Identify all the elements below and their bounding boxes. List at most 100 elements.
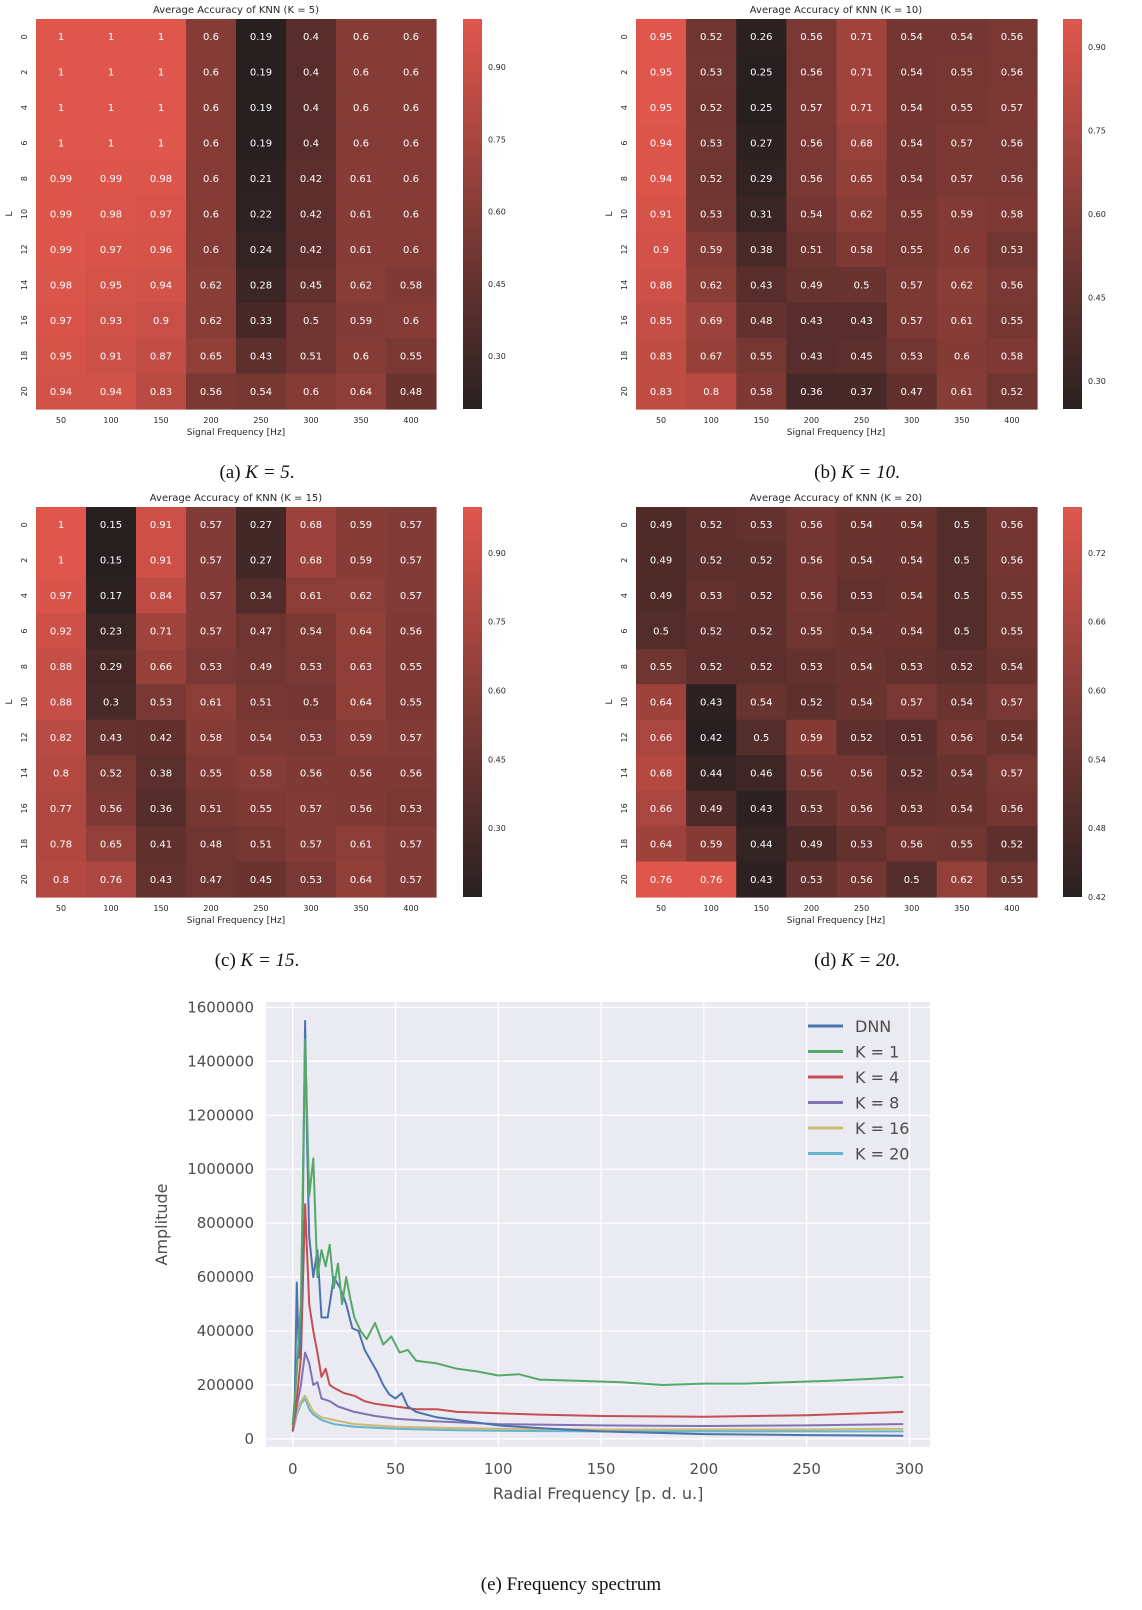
heatmap-cell <box>986 826 1038 863</box>
heatmap-cell <box>686 302 737 339</box>
cell-label: 0.53 <box>850 839 872 850</box>
x-tick-label: 400 <box>1004 904 1019 913</box>
y-tick-label: 20 <box>20 386 29 396</box>
heatmap-cell <box>336 196 387 233</box>
cell-label: 0.64 <box>350 875 372 886</box>
cell-label: 0.5 <box>954 520 970 531</box>
cell-label: 0.5 <box>303 316 319 327</box>
heatmap-cell <box>36 719 87 756</box>
cell-label: 0.55 <box>951 68 973 79</box>
cell-label: 0.61 <box>951 387 973 398</box>
heatmap-cell <box>836 54 888 91</box>
heatmap-cell <box>136 160 187 197</box>
heatmap-cell <box>186 19 237 56</box>
cell-label: 0.37 <box>850 387 872 398</box>
caption-suffix: . <box>295 950 300 971</box>
cell-label: 0.66 <box>150 662 172 673</box>
heatmap-cell <box>286 231 337 268</box>
heatmap-cell <box>886 19 938 56</box>
y-tick-label: 6 <box>620 629 629 634</box>
heatmap-cell <box>186 507 237 544</box>
colorbar-tick-label: 0.75 <box>1088 126 1106 135</box>
x-tick-label: 50 <box>56 416 66 425</box>
heatmap-cell <box>86 196 137 233</box>
cell-label: 0.99 <box>100 174 122 185</box>
heatmap-cell <box>986 54 1038 91</box>
y-tick-label: 6 <box>20 629 29 634</box>
heatmap-cell <box>636 267 687 304</box>
colorbar-tick-label: 0.60 <box>488 208 506 217</box>
heatmap-cell <box>836 302 888 339</box>
heatmap-cell <box>736 231 787 268</box>
cell-label: 0.57 <box>1001 103 1023 114</box>
x-tick-label: 350 <box>954 416 969 425</box>
heatmap-cell <box>836 719 888 756</box>
cell-label: 0.45 <box>850 351 872 362</box>
cell-label: 0.54 <box>901 32 923 43</box>
y-tick-label: 6 <box>20 141 29 146</box>
cell-label: 0.57 <box>1001 768 1023 779</box>
heatmap-cell <box>636 54 687 91</box>
heatmap-cell <box>286 861 337 898</box>
heatmap-cell <box>286 613 337 650</box>
heatmap-cell <box>686 719 737 756</box>
cell-label: 0.22 <box>250 210 272 221</box>
heatmap-cell <box>936 196 988 233</box>
colorbar-tick-label: 0.45 <box>1088 294 1106 303</box>
cell-label: 1 <box>158 32 164 43</box>
cell-label: 0.64 <box>650 839 672 850</box>
heatmap-cell <box>986 373 1038 410</box>
cell-label: 0.57 <box>300 839 322 850</box>
heatmap-cell <box>786 338 838 375</box>
cell-label: 0.62 <box>350 591 372 602</box>
heatmap-cell <box>136 577 187 614</box>
y-tick-label: 16 <box>20 803 29 813</box>
heatmap-cell <box>936 861 988 898</box>
heatmap-cell <box>686 89 737 126</box>
heatmap-cell <box>886 790 938 827</box>
heatmap-cell <box>236 577 287 614</box>
cell-label: 0.42 <box>150 733 172 744</box>
x-tick-label: 100 <box>704 416 719 425</box>
x-tick-label: 250 <box>854 416 869 425</box>
heatmap-cell <box>186 54 237 91</box>
cell-label: 0.6 <box>403 316 419 327</box>
chart-title: Average Accuracy of KNN (K = 5) <box>153 5 319 16</box>
heatmap-cell <box>786 861 838 898</box>
x-tick-label: 150 <box>153 904 168 913</box>
heatmap-cell <box>186 613 237 650</box>
heatmap-cell <box>736 267 787 304</box>
cell-label: 0.36 <box>800 387 822 398</box>
heatmap-cell <box>136 613 187 650</box>
cell-label: 0.67 <box>700 351 722 362</box>
heatmap-cell <box>286 507 337 544</box>
caption-suffix: . <box>895 950 900 971</box>
heatmap-cell <box>936 19 988 56</box>
cell-label: 0.55 <box>1001 591 1023 602</box>
y-tick-label: 14 <box>620 768 629 778</box>
colorbar-tick-label: 0.48 <box>1088 824 1106 833</box>
cell-label: 0.53 <box>700 210 722 221</box>
heatmap-cell <box>936 755 988 792</box>
heatmap-cell <box>386 196 437 233</box>
cell-label: 0.71 <box>850 68 872 79</box>
heatmap-cell <box>986 160 1038 197</box>
heatmap-cell <box>886 719 938 756</box>
cell-label: 0.92 <box>50 627 72 638</box>
cell-label: 0.68 <box>300 520 322 531</box>
cell-label: 0.4 <box>303 32 319 43</box>
heatmap-cell <box>136 542 187 579</box>
cell-label: 0.53 <box>850 591 872 602</box>
cell-label: 0.95 <box>650 103 672 114</box>
heatmap-cell <box>186 542 237 579</box>
panel-caption: (d) K = 20. <box>814 950 900 971</box>
y-tick-label: 1400000 <box>187 1052 254 1070</box>
cell-label: 0.62 <box>200 280 222 291</box>
cell-label: 0.69 <box>700 316 722 327</box>
heatmap-cell <box>686 338 737 375</box>
cell-label: 0.62 <box>951 280 973 291</box>
heatmap-cell <box>636 861 687 898</box>
heatmap-cell <box>236 826 287 863</box>
heatmap-cell <box>336 755 387 792</box>
cell-label: 0.52 <box>800 698 822 709</box>
